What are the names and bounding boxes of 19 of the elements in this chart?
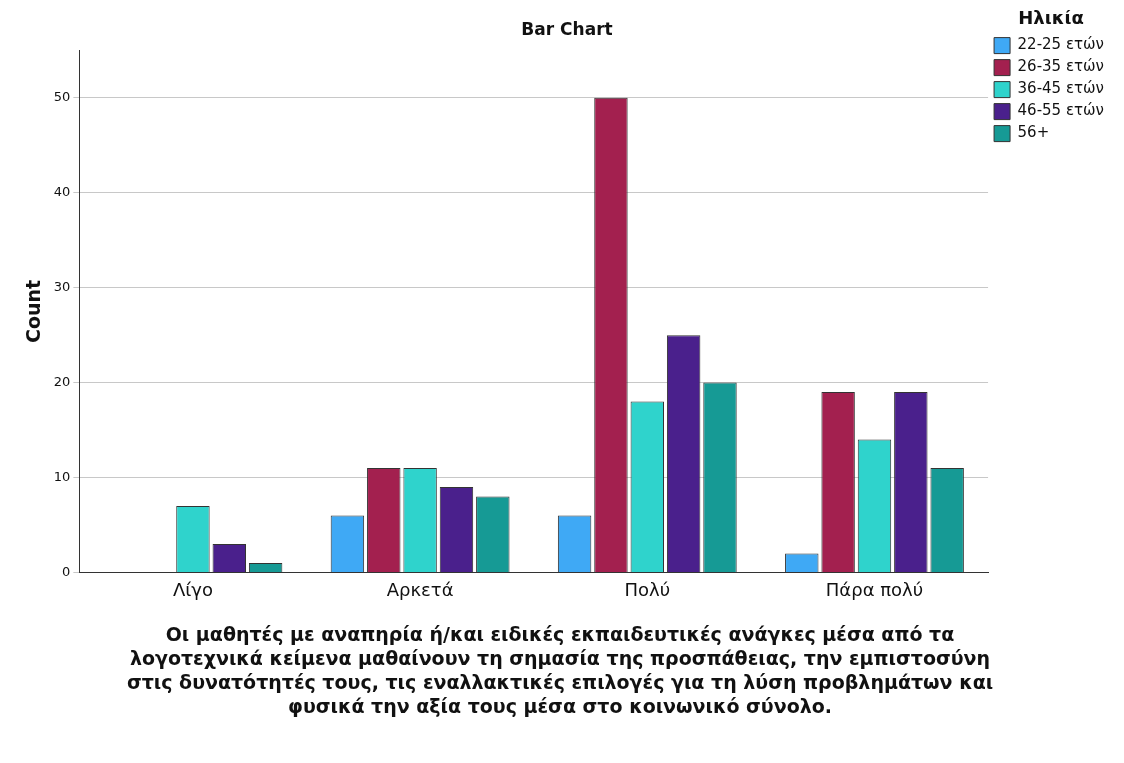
legend-label: 46-55 ετών (1017, 101, 1104, 120)
legend-label: 56+ (1017, 123, 1050, 142)
y-tick-label: 30 (53, 279, 71, 295)
legend-label: 22-25 ετών (1017, 35, 1104, 54)
y-tick-label: 50 (53, 89, 71, 105)
y-tick-label: 40 (53, 184, 71, 200)
x-tick-label: Αρκετά (386, 578, 454, 600)
legend-label: 36-45 ετών (1017, 79, 1104, 98)
chart-title: Bar Chart (521, 18, 613, 39)
x-tick-label: Πολύ (624, 578, 671, 600)
x-tick-label: Λίγο (172, 578, 213, 600)
legend-label: 26-35 ετών (1017, 57, 1104, 76)
y-tick-label: 10 (53, 468, 71, 484)
legend-title: Ηλικία (1018, 6, 1084, 28)
x-axis-title: Οι μαθητές με αναπηρία ή/και ειδικές εκπαιδευτικές ανάγκες μέσα από τα λογοτεχνικά κείμενα μαθαίνουν τη σημασία της προσπάθειας, την εμπιστοσύνη στις δυνατότητές τους, τις εναλλακτικές επιλογές για τη λύση προβλημάτων και φυσικά την αξία τους μέσα στο κοινωνικό σύνολο. (125, 622, 995, 718)
x-tick-label: Πάρα πολύ (825, 578, 924, 600)
y-axis-title: Count (22, 279, 45, 343)
y-tick-label: 20 (53, 373, 71, 389)
y-tick-label: 0 (62, 563, 71, 579)
